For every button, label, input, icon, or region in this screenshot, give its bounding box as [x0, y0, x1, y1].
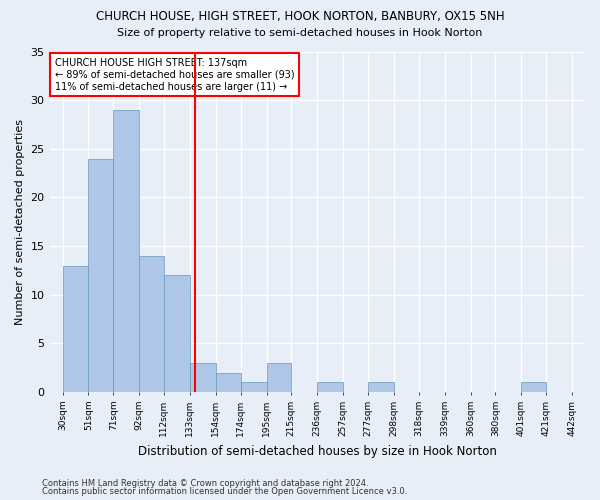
X-axis label: Distribution of semi-detached houses by size in Hook Norton: Distribution of semi-detached houses by … — [138, 444, 497, 458]
Bar — [521, 382, 546, 392]
Bar — [88, 158, 113, 392]
Bar — [190, 363, 216, 392]
Text: Contains HM Land Registry data © Crown copyright and database right 2024.: Contains HM Land Registry data © Crown c… — [42, 478, 368, 488]
Bar — [317, 382, 343, 392]
Bar — [139, 256, 164, 392]
Bar — [241, 382, 266, 392]
Text: Size of property relative to semi-detached houses in Hook Norton: Size of property relative to semi-detach… — [118, 28, 482, 38]
Text: CHURCH HOUSE HIGH STREET: 137sqm
← 89% of semi-detached houses are smaller (93)
: CHURCH HOUSE HIGH STREET: 137sqm ← 89% o… — [55, 58, 295, 92]
Bar — [368, 382, 394, 392]
Y-axis label: Number of semi-detached properties: Number of semi-detached properties — [15, 119, 25, 325]
Bar — [266, 363, 292, 392]
Text: CHURCH HOUSE, HIGH STREET, HOOK NORTON, BANBURY, OX15 5NH: CHURCH HOUSE, HIGH STREET, HOOK NORTON, … — [95, 10, 505, 23]
Bar — [216, 372, 241, 392]
Bar — [113, 110, 139, 392]
Bar — [62, 266, 88, 392]
Bar — [164, 276, 190, 392]
Text: Contains public sector information licensed under the Open Government Licence v3: Contains public sector information licen… — [42, 487, 407, 496]
